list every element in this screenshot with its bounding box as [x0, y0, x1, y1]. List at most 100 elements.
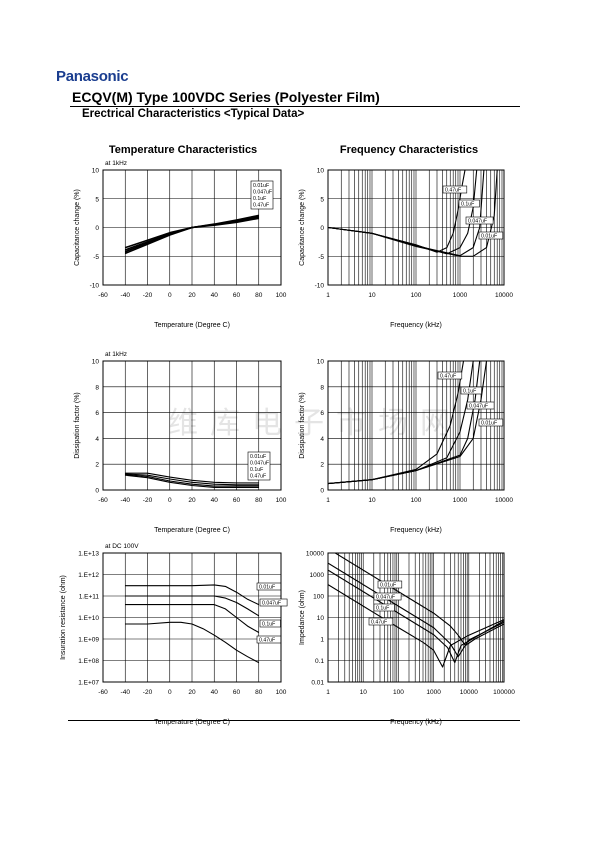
legend-box	[247, 451, 271, 481]
x-tick-label: 100	[276, 689, 287, 696]
plot-frame	[102, 552, 282, 683]
x-tick-label: 1000	[426, 689, 441, 696]
x-tick-label: -40	[121, 292, 131, 299]
legend-label: 0.047uF	[262, 601, 281, 607]
chart-freq-df: 1 10 100 1000 10000 0 2 4 6 8 10 Frequency (kHz) Dis…	[299, 359, 513, 535]
brand-logo: Panasonic	[56, 68, 129, 85]
y-tick-label: 10	[317, 615, 325, 622]
x-tick-label: 10	[368, 292, 376, 299]
chart-temp-ir: -60 -40 -20 0 20 40 60 80 100 1.E+07 1.E+09 1.E+11 1…	[60, 543, 288, 726]
x-tick-label: -40	[121, 689, 131, 696]
y-tick-label: 1.E+09	[78, 637, 99, 644]
chart-note: at 1kHz	[105, 351, 127, 358]
chart-freq-z: 1 10 100 1000 10000 100000 0.01 0.1 1 10 100 1000 10…	[299, 551, 515, 727]
x-tick-label: 20	[188, 292, 196, 299]
y-tick-label: 0.01	[311, 680, 324, 687]
y-tick-label: 6	[320, 410, 324, 417]
plot-frame	[102, 169, 282, 286]
series-line-0-047uF	[125, 595, 260, 617]
legend-box	[373, 603, 395, 612]
x-tick-label: 0	[168, 497, 172, 504]
frequency-column-heading: Frequency Characteristics	[339, 144, 479, 156]
legend-label: 0.1uF	[376, 606, 389, 612]
y-tick-label: -5	[93, 254, 99, 261]
series-line-0-47uF	[125, 474, 259, 488]
series-line-0-47uF	[124, 217, 259, 255]
y-tick-label: 1.E+11	[79, 594, 100, 601]
x-tick-label: 0	[168, 689, 172, 696]
grid	[102, 552, 282, 683]
y-tick-label: 6	[95, 410, 99, 417]
legend-label: 0.01uF	[481, 421, 497, 427]
x-tick-label: 20	[188, 497, 196, 504]
x-tick-label: 1000	[453, 292, 468, 299]
y-tick-label: 10	[317, 359, 325, 366]
x-tick-label: 80	[255, 497, 263, 504]
y-tick-label: 10000	[306, 551, 324, 558]
x-axis-label: Frequency (kHz)	[390, 527, 442, 534]
legend: 0.47uF 0.1uF 0.047uF 0.01uF	[442, 185, 504, 240]
legend: 0.47uF 0.1uF 0.047uF 0.01uF	[437, 371, 504, 427]
x-tick-label: 10000	[460, 689, 478, 696]
y-tick-label: 1.E+12	[78, 572, 99, 579]
x-tick-label: 1	[326, 292, 330, 299]
x-tick-label: 100	[411, 292, 422, 299]
y-tick-label: 4	[95, 436, 99, 443]
series-line-0-047uF	[125, 473, 259, 486]
x-axis-label: Temperature (Degree C)	[154, 719, 230, 726]
legend-label: 0.01uF	[250, 454, 266, 460]
legend-label: 0.01uF	[481, 234, 497, 240]
legend-box	[377, 580, 403, 589]
y-tick-label: -5	[318, 254, 324, 261]
y-tick-label: 1000	[310, 572, 325, 579]
series-line-0-01uF	[334, 553, 504, 647]
y-tick-label: 1	[320, 637, 324, 644]
legend-label: 0.047uF	[468, 219, 487, 225]
legend-label: 0.047uF	[469, 404, 488, 410]
legend-box	[373, 592, 402, 601]
y-tick-label: 10	[92, 168, 100, 175]
legend-box	[368, 617, 394, 626]
series-line-0-47uF	[125, 621, 260, 664]
legend-label: 0.47uF	[253, 203, 269, 209]
legend-label: 0.01uF	[380, 583, 396, 589]
legend-box	[442, 185, 468, 194]
x-tick-label: 80	[255, 689, 263, 696]
y-axis-label: Dissipation factor (%)	[299, 392, 306, 459]
y-tick-label: 8	[320, 384, 324, 391]
y-axis-label: Dissipation factor (%)	[74, 392, 81, 459]
y-tick-label: 1.E+08	[78, 658, 99, 665]
x-tick-label: -20	[143, 689, 153, 696]
y-tick-label: 0	[95, 488, 99, 495]
x-tick-label: 100	[276, 292, 287, 299]
series-line-0-1uF	[125, 604, 260, 633]
x-tick-label: -60	[98, 292, 108, 299]
x-tick-label: 10000	[495, 497, 513, 504]
y-tick-label: 2	[320, 462, 324, 469]
x-tick-label: 0	[168, 292, 172, 299]
y-tick-label: 0.1	[315, 658, 324, 665]
legend-box	[256, 582, 282, 591]
legend-label: 0.47uF	[445, 188, 461, 194]
legend-box	[259, 619, 281, 628]
series-line-0-1uF	[328, 569, 504, 664]
footer-divider	[68, 720, 520, 721]
legend-label: 0.1uF	[253, 196, 266, 202]
x-tick-label: 60	[233, 689, 241, 696]
legend-box	[465, 216, 494, 225]
y-tick-label: -10	[315, 283, 325, 290]
plot-frame	[327, 360, 505, 491]
series-line-0-47uF	[328, 584, 504, 668]
legend-label: 0.1uF	[250, 467, 263, 473]
legend-box	[458, 199, 480, 208]
x-tick-label: -20	[143, 497, 153, 504]
legend-box	[478, 231, 504, 240]
legend-label: 0.1uF	[463, 389, 476, 395]
x-tick-label: 1000	[453, 497, 468, 504]
x-tick-label: 100	[276, 497, 287, 504]
grid	[327, 552, 505, 683]
